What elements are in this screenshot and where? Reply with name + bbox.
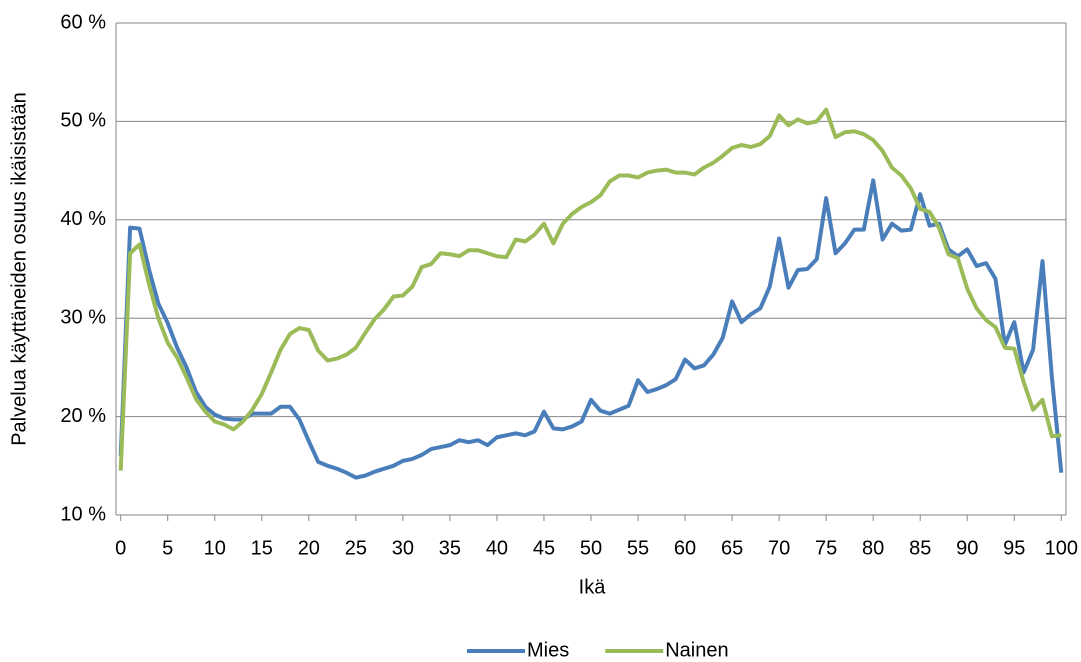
x-tick-label: 10 <box>204 537 226 559</box>
y-tick-label: 40 % <box>60 208 106 230</box>
x-tick-label: 20 <box>298 537 320 559</box>
x-tick-label: 0 <box>115 537 126 559</box>
x-tick-label: 90 <box>956 537 978 559</box>
x-tick-label: 30 <box>392 537 414 559</box>
y-tick-label: 30 % <box>60 306 106 328</box>
x-tick-label: 25 <box>345 537 367 559</box>
y-tick-label: 10 % <box>60 503 106 525</box>
x-tick-label: 60 <box>674 537 696 559</box>
legend-label: Nainen <box>665 639 728 661</box>
y-axis-label: Palvelua käyttäneiden osuus ikäisistään <box>8 92 30 446</box>
x-tick-label: 65 <box>721 537 743 559</box>
x-tick-label: 5 <box>162 537 173 559</box>
x-tick-label: 40 <box>486 537 508 559</box>
series-line <box>118 107 1062 471</box>
y-tick-label: 60 % <box>60 11 106 33</box>
legend-label: Mies <box>527 639 569 661</box>
y-tick-label: 50 % <box>60 110 106 132</box>
y-tick-label: 20 % <box>60 405 106 427</box>
x-tick-label: 85 <box>909 537 931 559</box>
x-tick-label: 80 <box>862 537 884 559</box>
x-tick-label: 75 <box>815 537 837 559</box>
series-line <box>118 178 1064 480</box>
x-tick-label: 95 <box>1003 537 1025 559</box>
x-tick-label: 55 <box>627 537 649 559</box>
x-tick-label: 15 <box>251 537 273 559</box>
x-axis-label: Ikä <box>579 576 607 598</box>
x-tick-label: 50 <box>580 537 602 559</box>
x-tick-label: 100 <box>1045 537 1078 559</box>
x-tick-label: 70 <box>768 537 790 559</box>
x-tick-label: 35 <box>439 537 461 559</box>
x-tick-label: 45 <box>533 537 555 559</box>
